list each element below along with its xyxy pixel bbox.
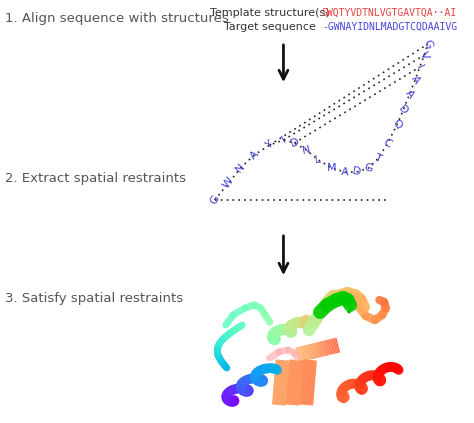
Text: 3. Satisfy spatial restraints: 3. Satisfy spatial restraints bbox=[5, 292, 182, 305]
Text: Q: Q bbox=[390, 118, 403, 132]
Text: N: N bbox=[301, 144, 311, 156]
Text: G: G bbox=[209, 194, 221, 206]
Text: 2. Extract spatial restraints: 2. Extract spatial restraints bbox=[5, 172, 186, 185]
Text: T: T bbox=[374, 152, 383, 164]
Text: A: A bbox=[341, 167, 349, 177]
Text: C: C bbox=[382, 137, 393, 149]
Text: D: D bbox=[352, 167, 362, 178]
Text: V: V bbox=[418, 49, 430, 60]
Text: G: G bbox=[363, 162, 374, 174]
Text: A: A bbox=[248, 149, 260, 161]
Text: A: A bbox=[403, 88, 416, 100]
Text: I: I bbox=[280, 135, 287, 145]
Text: M: M bbox=[327, 163, 337, 173]
Text: 1. Align sequence with structures: 1. Align sequence with structures bbox=[5, 12, 228, 25]
Text: Target sequence: Target sequence bbox=[224, 22, 316, 32]
Text: Y: Y bbox=[264, 139, 275, 151]
Text: D: D bbox=[397, 104, 410, 116]
Text: A: A bbox=[409, 74, 421, 86]
Text: L: L bbox=[315, 155, 322, 165]
Text: I: I bbox=[415, 63, 425, 71]
Text: W: W bbox=[221, 176, 236, 190]
Text: Template structure(s): Template structure(s) bbox=[210, 8, 329, 18]
Text: SWQTYVDTNLVGTGAVTQA··AI: SWQTYVDTNLVGTGAVTQA··AI bbox=[322, 8, 457, 18]
Text: N: N bbox=[234, 162, 247, 174]
Text: G: G bbox=[422, 38, 434, 50]
Text: D: D bbox=[289, 137, 300, 149]
Text: -GWNAYIDNLMADGTCQDAAIVG: -GWNAYIDNLMADGTCQDAAIVG bbox=[322, 22, 457, 32]
